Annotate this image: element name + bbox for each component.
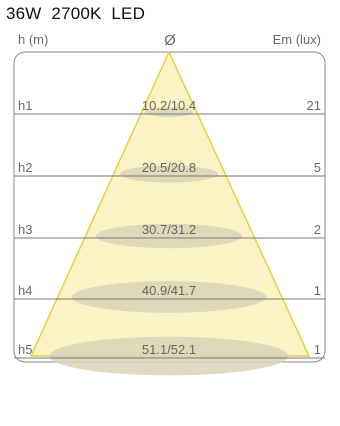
- beam-spot-ellipse: [71, 281, 267, 313]
- beam-diameter-value: 20.5/20.8: [142, 160, 196, 175]
- illuminance-value: 2: [314, 222, 321, 237]
- height-axis-label: h (m): [18, 32, 48, 47]
- beam-spot-ellipse: [49, 336, 289, 376]
- height-label: h3: [18, 222, 32, 237]
- beam-diameter-value: 30.7/31.2: [142, 222, 196, 237]
- height-label: h5: [18, 342, 32, 357]
- illuminance-value: 1: [314, 342, 321, 357]
- beam-spot-ellipse: [120, 165, 218, 183]
- illuminance-value: 5: [314, 160, 321, 175]
- beam-diameter-value: 51.1/52.1: [142, 342, 196, 357]
- illuminance-axis-label: Em (lux): [273, 32, 321, 47]
- beam-diameter-value: 10.2/10.4: [142, 98, 196, 113]
- height-label: h2: [18, 160, 32, 175]
- height-row: h2 20.5/20.8 5: [14, 160, 325, 183]
- height-label: h4: [18, 283, 32, 298]
- height-label: h1: [18, 98, 32, 113]
- beam-diameter-value: 40.9/41.7: [142, 283, 196, 298]
- illuminance-value: 1: [314, 283, 321, 298]
- height-row: h3 30.7/31.2 2: [14, 222, 325, 249]
- height-row: h5 51.1/52.1 1: [14, 336, 325, 376]
- illuminance-value: 21: [307, 98, 321, 113]
- diameter-symbol: Ø: [164, 32, 176, 49]
- height-row: h1 10.2/10.4 21: [14, 98, 325, 117]
- page-title: 36W 2700K LED: [6, 4, 146, 23]
- height-row: h4 40.9/41.7 1: [14, 281, 325, 313]
- beam-spot-ellipse: [95, 223, 243, 249]
